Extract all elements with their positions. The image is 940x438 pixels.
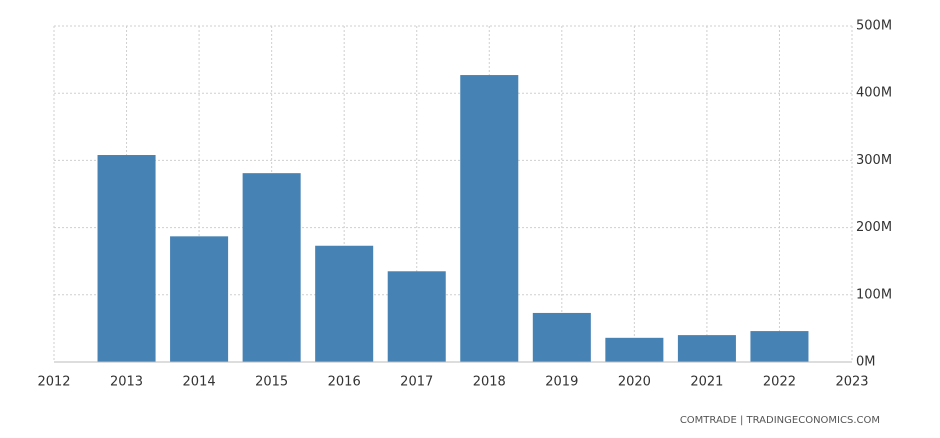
y-tick-label: 300M: [856, 153, 892, 168]
x-tick-label: 2021: [690, 375, 723, 390]
y-tick-label: 100M: [856, 287, 892, 302]
x-tick-label: 2023: [835, 375, 868, 390]
y-tick-label: 200M: [856, 220, 892, 235]
x-tick-label: 2012: [37, 375, 70, 390]
x-tick-label: 2014: [183, 375, 216, 390]
x-tick-label: 2017: [400, 375, 433, 390]
x-tick-label: 2018: [473, 375, 506, 390]
bar: [97, 155, 156, 362]
x-tick-label: 2013: [110, 375, 143, 390]
x-tick-label: 2020: [618, 375, 651, 390]
x-tick-label: 2022: [763, 375, 796, 390]
source: COMTRADE | TRADINGECONOMICS.COM: [680, 415, 880, 426]
bar: [170, 236, 229, 362]
x-tick-label: 2016: [328, 375, 361, 390]
bar: [750, 331, 809, 362]
x-tick-label: 2019: [545, 375, 578, 390]
y-tick-label: 400M: [856, 86, 892, 101]
bar: [460, 75, 519, 362]
x-tick-label: 2015: [255, 375, 288, 390]
y-tick-label: 500M: [856, 19, 892, 34]
y-tick-label: 0M: [856, 355, 876, 370]
bar: [677, 335, 736, 362]
bar: [532, 312, 591, 362]
bar: [387, 271, 446, 362]
bar: [242, 173, 301, 362]
bar: [315, 245, 374, 362]
bar: [605, 337, 664, 362]
